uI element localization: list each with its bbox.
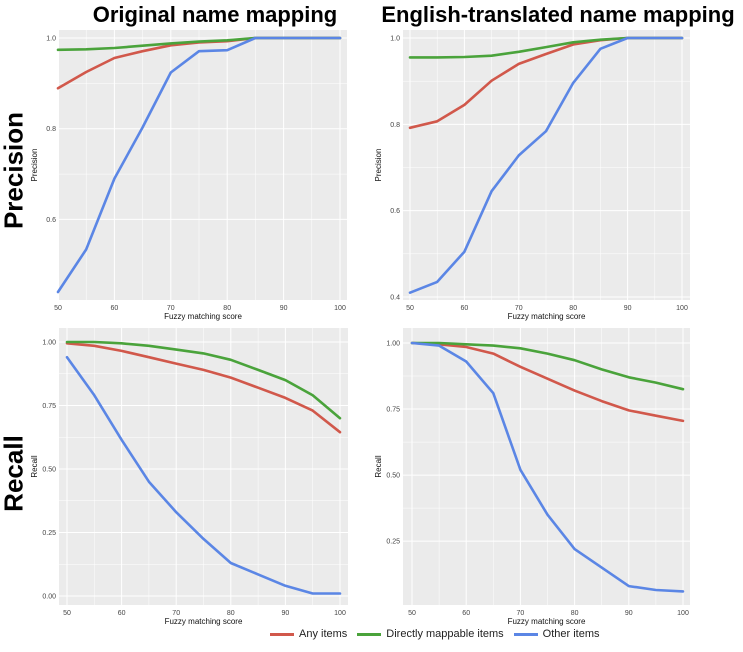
series-line-any: [410, 341, 685, 423]
x-axis-label: Fuzzy matching score: [165, 617, 243, 626]
y-tick-label: 0.8: [390, 122, 400, 129]
x-tick-label: 70: [515, 305, 523, 312]
plot-background: [59, 30, 347, 300]
y-tick-label: 0.4: [390, 295, 400, 302]
chart-panel-original-recall: 50 60 70 80 90 100 0.00 0.25 0.50 0.75 1.00 Fuzzy m…: [30, 328, 348, 626]
y-axis-label: Recall: [30, 455, 39, 477]
y-axis-label: Precision: [30, 149, 39, 182]
y-tick-label: 1.0: [46, 36, 56, 43]
chart-panel-english-precision: 50 60 70 80 90 100 0.4 0.6 0.8 1.0 Fuzzy matching …: [374, 30, 690, 321]
y-tick-label: 0.50: [386, 473, 400, 480]
series-line-direct: [410, 341, 685, 391]
x-tick-label: 100: [677, 610, 689, 617]
legend-item-direct: Directly mappable items: [357, 628, 504, 640]
y-tick-label: 0.8: [46, 126, 56, 133]
plot-background: [403, 328, 690, 605]
series-line-any: [65, 341, 342, 434]
y-tick-label: 1.0: [390, 36, 400, 43]
x-tick-label: 90: [624, 305, 632, 312]
y-axis-label: Recall: [374, 455, 383, 477]
y-axis-label: Precision: [374, 149, 383, 182]
legend-label-other: Other items: [542, 628, 600, 640]
x-tick-label: 60: [118, 610, 126, 617]
plot-background: [403, 30, 690, 300]
legend-item-other: Other items: [513, 628, 600, 640]
series-line-other: [56, 36, 342, 294]
x-tick-label: 90: [282, 610, 290, 617]
x-tick-label: 90: [625, 610, 633, 617]
column-title-english: English-translated name mapping: [381, 2, 735, 27]
charts-area: 50 60 70 80 90 100 0.6 0.8 1.0 Fuzzy matching sco…: [30, 30, 690, 626]
y-tick-label: 0.6: [46, 217, 56, 224]
x-tick-label: 80: [569, 305, 577, 312]
y-tick-label: 0.75: [386, 407, 400, 414]
y-tick-label: 0.00: [42, 594, 56, 601]
x-axis-label: Fuzzy matching score: [508, 617, 586, 626]
legend-swatch-direct: [357, 632, 382, 636]
series-line-other: [410, 341, 685, 593]
x-tick-label: 50: [63, 610, 71, 617]
x-tick-label: 70: [172, 610, 180, 617]
x-tick-label: 90: [280, 305, 288, 312]
series-line-direct: [65, 340, 342, 420]
x-tick-label: 50: [408, 610, 416, 617]
x-tick-label: 100: [334, 610, 346, 617]
y-tick-label: 1.00: [386, 341, 400, 348]
x-tick-label: 100: [334, 305, 346, 312]
y-tick-label: 0.50: [42, 467, 56, 474]
x-axis-label: Fuzzy matching score: [164, 312, 242, 321]
y-tick-label: 0.25: [386, 539, 400, 546]
y-tick-label: 0.75: [42, 403, 56, 410]
x-tick-label: 70: [167, 305, 175, 312]
legend-item-any: Any items: [270, 628, 347, 640]
legend-label-any: Any items: [299, 628, 348, 640]
x-tick-label: 50: [406, 305, 414, 312]
x-tick-label: 60: [462, 610, 470, 617]
y-tick-label: 0.6: [390, 208, 400, 215]
y-tick-label: 0.25: [42, 530, 56, 537]
y-tick-label: 1.00: [42, 340, 56, 347]
x-tick-label: 100: [676, 305, 688, 312]
x-tick-label: 60: [461, 305, 469, 312]
legend: Any items Directly mappable items Other …: [270, 628, 610, 640]
x-tick-label: 80: [571, 610, 579, 617]
x-tick-label: 60: [111, 305, 119, 312]
x-tick-label: 80: [223, 305, 231, 312]
chart-panel-original-precision: 50 60 70 80 90 100 0.6 0.8 1.0 Fuzzy matching sco…: [30, 30, 347, 321]
legend-swatch-any: [270, 632, 294, 636]
x-tick-label: 70: [517, 610, 525, 617]
x-axis-label: Fuzzy matching score: [508, 312, 586, 321]
series-line-other: [65, 355, 342, 595]
series-line-other: [408, 36, 684, 295]
x-tick-label: 80: [227, 610, 235, 617]
chart-panel-english-recall: 50 60 70 80 90 100 0.25 0.50 0.75 1.00 Fuzzy match…: [374, 328, 690, 626]
legend-swatch-other: [513, 632, 538, 636]
legend-label-direct: Directly mappable items: [386, 628, 504, 640]
x-tick-label: 50: [54, 305, 62, 312]
column-title-original: Original name mapping: [92, 2, 338, 27]
